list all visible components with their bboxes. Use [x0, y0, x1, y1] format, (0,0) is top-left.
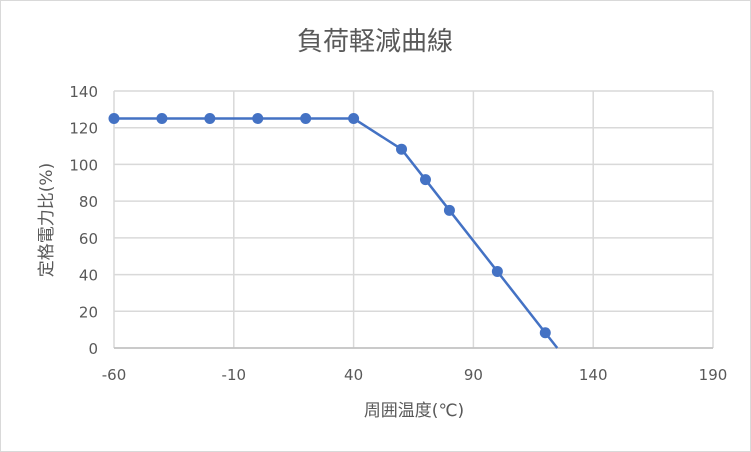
- chart-title: 負荷軽減曲線: [297, 27, 453, 57]
- data-point: [252, 113, 264, 125]
- y-tick-label: 60: [79, 230, 98, 248]
- gridlines: [113, 90, 714, 349]
- data-point: [396, 143, 408, 155]
- y-tick-label: 0: [88, 340, 98, 358]
- x-tick-label: 90: [464, 366, 483, 384]
- data-point: [491, 265, 503, 277]
- y-tick-label: 140: [69, 83, 98, 101]
- x-tick-label: 190: [699, 366, 728, 384]
- x-tick-label: 40: [344, 366, 363, 384]
- data-point: [539, 327, 551, 339]
- series-line: [114, 117, 559, 349]
- y-axis-label: 定格電力比(%): [37, 163, 57, 277]
- data-point: [108, 113, 120, 125]
- series-layer: [108, 113, 559, 349]
- x-tick-label: 140: [579, 366, 608, 384]
- y-tick-label: 120: [69, 120, 98, 138]
- data-point: [419, 174, 431, 186]
- data-point: [300, 113, 312, 125]
- x-tick-label: -10: [222, 366, 247, 384]
- data-point: [156, 113, 168, 125]
- data-point: [348, 113, 360, 125]
- y-tick-label: 80: [79, 193, 98, 211]
- data-point: [443, 204, 455, 216]
- y-tick-label: 40: [79, 267, 98, 285]
- x-tick-label: -60: [102, 366, 127, 384]
- y-tick-label: 20: [79, 303, 98, 321]
- x-axis-label: 周囲温度(℃): [364, 401, 464, 421]
- tick-labels: 0 20 40 60 80 100 120 140 -60 -10 40 90 140 190: [69, 83, 727, 384]
- data-point: [204, 113, 216, 125]
- y-tick-label: 100: [69, 156, 98, 174]
